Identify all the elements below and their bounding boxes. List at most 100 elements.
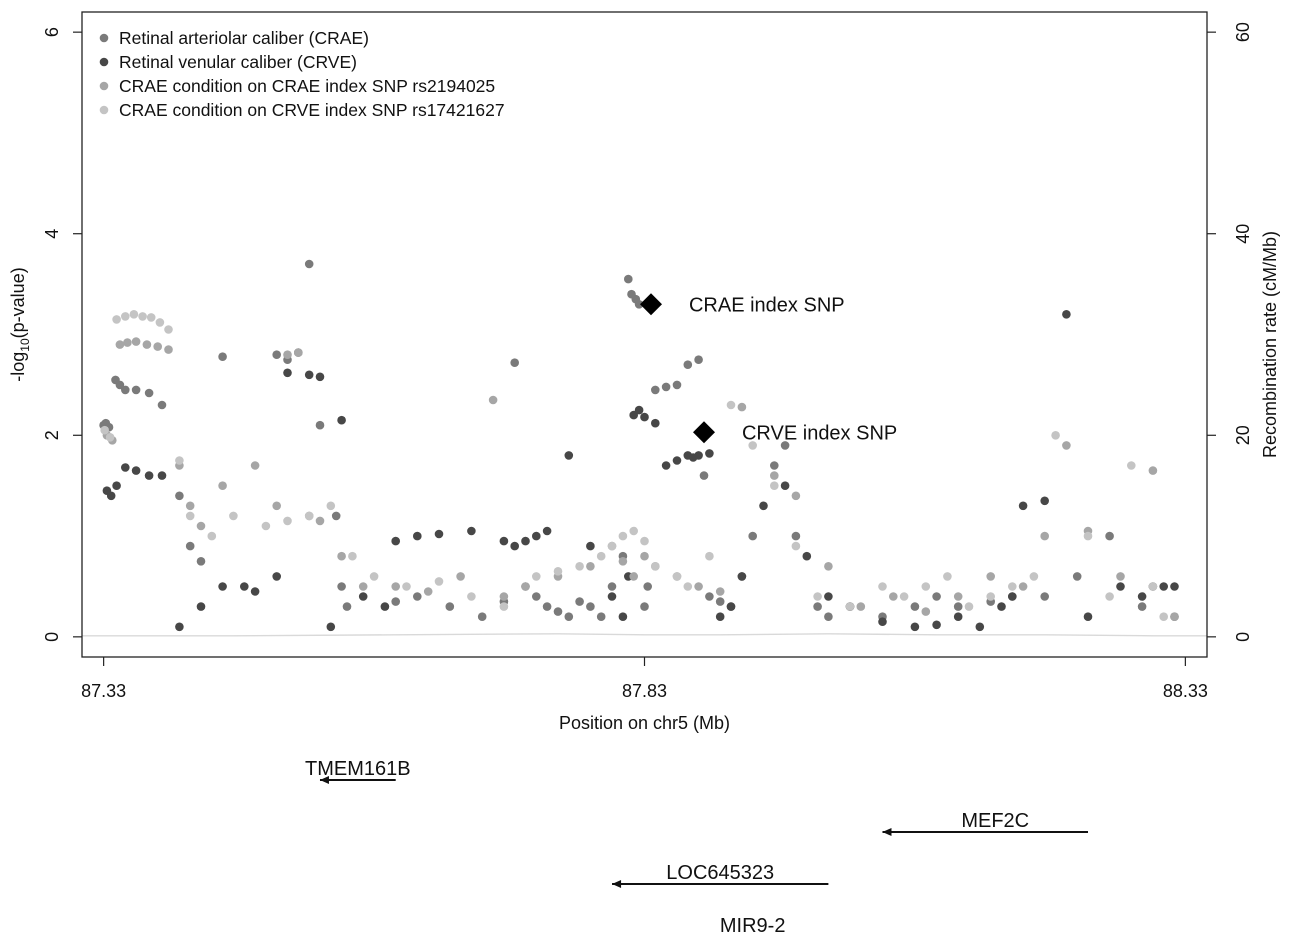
point-crae-cond-crve bbox=[304, 511, 314, 521]
point-crve bbox=[1018, 501, 1028, 511]
point-crve bbox=[705, 449, 714, 458]
point-crve bbox=[283, 368, 292, 378]
point-crae-cond-crve bbox=[261, 521, 271, 531]
point-crae bbox=[705, 592, 714, 601]
point-crve bbox=[358, 592, 368, 601]
point-crve bbox=[629, 410, 638, 420]
point-crve bbox=[240, 582, 249, 591]
y-right-tick-label: 20 bbox=[1233, 425, 1253, 445]
gene-label: TMEM161B bbox=[305, 758, 411, 780]
legend-marker bbox=[99, 33, 109, 43]
point-crae bbox=[1072, 572, 1082, 581]
point-crae-cond-crve bbox=[813, 592, 822, 601]
point-crae-cond-crve bbox=[921, 582, 931, 591]
point-crae bbox=[699, 471, 709, 480]
point-crve bbox=[413, 531, 422, 541]
y-left-tick-label: 4 bbox=[42, 229, 62, 239]
point-crae-cond-crae bbox=[1148, 466, 1158, 475]
point-crve bbox=[391, 536, 401, 546]
point-crae-cond-crve bbox=[878, 582, 887, 591]
point-crve bbox=[250, 587, 260, 596]
point-crae bbox=[694, 355, 703, 365]
point-crae-cond-crve bbox=[129, 310, 139, 319]
x-tick-label: 88.33 bbox=[1163, 681, 1208, 701]
point-crae-cond-crve bbox=[402, 582, 411, 591]
point-crae-cond-crae bbox=[153, 342, 162, 351]
point-crae-cond-crae bbox=[115, 340, 125, 349]
point-crve bbox=[910, 622, 920, 632]
point-crae bbox=[813, 602, 822, 611]
point-crve bbox=[434, 529, 444, 539]
gene-label: LOC645323 bbox=[666, 862, 774, 884]
point-crae-cond-crve bbox=[705, 551, 714, 561]
index-snp-marker bbox=[639, 293, 662, 316]
y-left-tick-label: 6 bbox=[42, 27, 62, 37]
point-crae-cond-crve bbox=[964, 602, 974, 611]
point-crae-cond-crve bbox=[607, 541, 617, 551]
point-crae-cond-crve bbox=[283, 516, 292, 526]
point-crve bbox=[1159, 582, 1168, 591]
legend-marker bbox=[99, 81, 109, 91]
point-crae-cond-crve bbox=[748, 441, 757, 450]
legend-label: Retinal arteriolar caliber (CRAE) bbox=[119, 28, 369, 48]
point-crae-cond-crae bbox=[185, 501, 195, 511]
x-axis-label: Position on chr5 (Mb) bbox=[559, 713, 730, 733]
point-crae-cond-crve bbox=[348, 551, 357, 561]
point-crae-cond-crve bbox=[770, 481, 779, 491]
point-crve bbox=[521, 536, 530, 546]
point-crve bbox=[694, 451, 703, 460]
point-crae-cond-crve bbox=[369, 572, 379, 581]
legend-marker bbox=[99, 57, 109, 67]
point-crae-cond-crve bbox=[672, 572, 682, 581]
point-crae bbox=[715, 597, 725, 606]
point-crve bbox=[1170, 582, 1179, 591]
point-crae-cond-crae bbox=[1170, 612, 1179, 621]
point-crve bbox=[953, 612, 963, 621]
point-crae bbox=[532, 592, 541, 601]
x-tick-label: 87.33 bbox=[81, 681, 126, 701]
point-crve bbox=[618, 612, 628, 621]
point-crae bbox=[272, 350, 282, 360]
point-crae bbox=[115, 380, 125, 390]
index-snp-layer: CRAE index SNP CRVE index SNP bbox=[639, 293, 897, 444]
legend-marker bbox=[99, 105, 109, 115]
point-crae-cond-crve bbox=[899, 592, 909, 601]
point-crae bbox=[342, 602, 352, 611]
point-crae-cond-crae bbox=[131, 337, 141, 346]
legend: Retinal arteriolar caliber (CRAE) Retinal… bbox=[99, 28, 505, 120]
point-crve bbox=[510, 541, 519, 551]
point-crae-cond-crae bbox=[1062, 441, 1071, 450]
points-layer bbox=[99, 259, 1179, 632]
point-crae-cond-crae bbox=[1040, 531, 1049, 541]
point-crve bbox=[759, 501, 768, 511]
recombination-layer bbox=[82, 633, 1207, 637]
point-crve bbox=[1137, 592, 1147, 601]
point-crve bbox=[112, 481, 121, 491]
point-crae-cond-crve bbox=[791, 541, 801, 551]
point-crae-cond-crve bbox=[575, 562, 584, 571]
point-crve bbox=[672, 456, 682, 465]
point-crae bbox=[144, 388, 154, 398]
point-crae-cond-crae bbox=[488, 395, 498, 405]
point-crve bbox=[218, 582, 227, 591]
point-crve bbox=[640, 412, 649, 422]
point-crae bbox=[304, 259, 314, 269]
y-axis-label-left: -log10(p-value) bbox=[8, 267, 32, 381]
point-crae-cond-crae bbox=[196, 521, 206, 531]
point-crae-cond-crae bbox=[1116, 572, 1125, 581]
point-crve bbox=[337, 415, 346, 425]
point-crve bbox=[121, 463, 130, 472]
point-crve bbox=[131, 466, 141, 475]
point-crve bbox=[315, 372, 325, 382]
point-crae-cond-crve bbox=[146, 313, 156, 322]
point-crae bbox=[121, 385, 130, 395]
point-crae-cond-crve bbox=[1008, 582, 1017, 591]
point-crae-cond-crae bbox=[770, 471, 779, 480]
point-crae bbox=[586, 602, 595, 611]
point-crae-cond-crae bbox=[618, 557, 628, 566]
point-crve bbox=[1040, 496, 1049, 506]
point-crae bbox=[640, 602, 649, 611]
gene-arrow-head bbox=[882, 828, 892, 836]
point-crae bbox=[748, 531, 757, 541]
